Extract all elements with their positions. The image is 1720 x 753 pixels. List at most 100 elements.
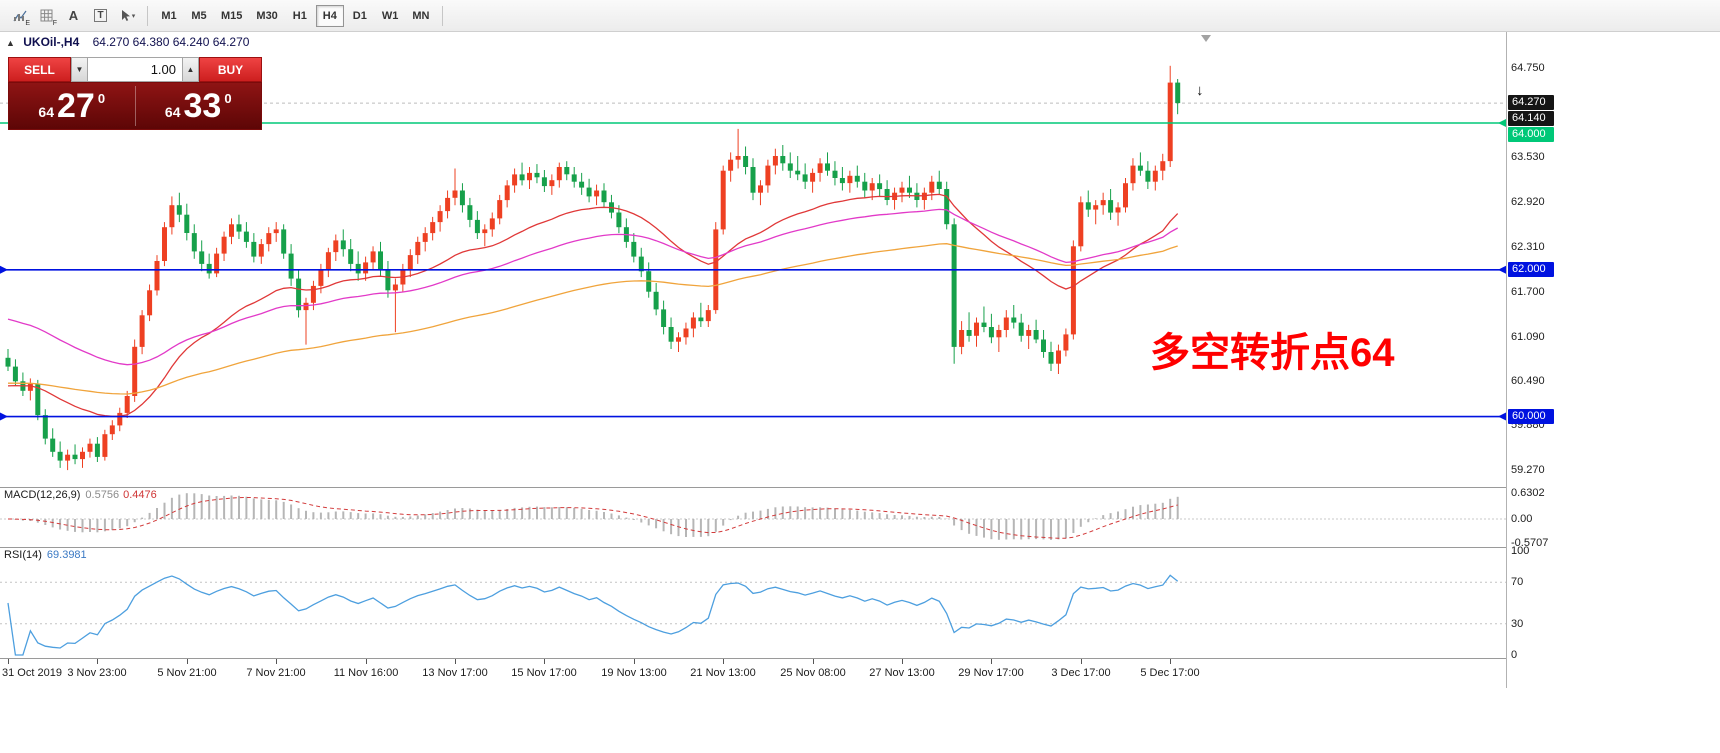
macd-label-row: MACD(12,26,9) 0.5756 0.4476 (4, 489, 157, 501)
timeframe-w1[interactable]: W1 (376, 5, 405, 27)
bid-point: 0 (97, 90, 106, 106)
axis-separator (1506, 32, 1507, 688)
timeframe-h4[interactable]: H4 (315, 4, 344, 27)
time-tick (455, 659, 456, 664)
price-axis-label: 63.530 (1511, 151, 1545, 163)
volume-input[interactable] (88, 57, 182, 82)
price-axis-label: 59.270 (1511, 464, 1545, 476)
ask-price-display[interactable]: 64 33 0 (136, 83, 262, 129)
bid-whole: 64 (38, 104, 54, 120)
chart-annotation-text: 多空转折点64 (1150, 331, 1395, 375)
one-click-trade-panel: SELL ▼ ▲ BUY 64 27 0 64 33 (8, 57, 262, 130)
timeframe-h1[interactable]: H1 (286, 5, 314, 27)
volume-decrease-button[interactable]: ▼ (71, 57, 88, 82)
timeframe-d1[interactable]: D1 (346, 5, 374, 27)
cursor-tool-icon[interactable]: ▾ (114, 4, 141, 28)
trade-controls-row: SELL ▼ ▲ BUY (8, 57, 262, 82)
timeframe-buttons: M1 M5 M15 M30 H1 H4 D1 W1 MN (154, 4, 436, 27)
ask-whole: 64 (164, 104, 181, 120)
symbol-timeframe-label: UKOil-,H4 (23, 35, 80, 49)
price-tag: 62.000 (1508, 262, 1554, 277)
timeframe-mn[interactable]: MN (406, 5, 435, 27)
text-box-icon[interactable]: T (87, 4, 114, 28)
sell-button[interactable]: SELL (8, 57, 71, 82)
time-tick (366, 659, 367, 664)
rsi-pane[interactable]: RSI(14) 69.3981 (0, 547, 1506, 658)
rsi-value: 69.3981 (46, 549, 87, 561)
time-tick (8, 659, 9, 664)
pane-separator (0, 547, 1576, 548)
ask-pips: 33 (183, 87, 222, 125)
time-tick (1170, 659, 1171, 664)
time-label: 27 Nov 13:00 (869, 667, 935, 679)
ask-point: 0 (224, 90, 232, 106)
price-tag: 64.000 (1508, 127, 1554, 142)
macd-signal-value: 0.4476 (123, 489, 157, 501)
time-tick (902, 659, 903, 664)
macd-name: MACD(12,26,9) (4, 489, 81, 501)
timeframe-m5[interactable]: M5 (185, 5, 213, 27)
rsi-label-row: RSI(14) 69.3981 (4, 549, 87, 561)
time-label: 11 Nov 16:00 (333, 667, 399, 679)
toolbar-separator (442, 5, 444, 26)
time-tick (813, 659, 814, 664)
buy-button[interactable]: BUY (199, 57, 262, 82)
time-label: 5 Nov 21:00 (157, 667, 217, 679)
macd-axis-label: 0.00 (1511, 513, 1533, 525)
price-divider (134, 86, 136, 126)
time-tick (276, 659, 277, 664)
price-tag: 60.000 (1508, 409, 1554, 424)
rsi-axis-label: 30 (1511, 618, 1524, 630)
grid-icon[interactable]: F (33, 4, 60, 28)
price-axis-label: 60.490 (1511, 375, 1545, 387)
time-tick (1081, 659, 1082, 664)
price-tag: 64.140 (1508, 111, 1554, 126)
collapse-trade-panel-icon[interactable]: ▲ (6, 38, 15, 48)
price-tag: 64.270 (1508, 95, 1554, 110)
bid-ask-display: 64 27 0 64 33 0 (8, 82, 262, 130)
time-label: 19 Nov 13:00 (601, 667, 667, 679)
rsi-axis-label: 0 (1511, 649, 1518, 661)
time-label: 15 Nov 17:00 (511, 667, 577, 679)
chart-objects-icon[interactable]: E (6, 4, 33, 28)
ohlc-values: 64.270 64.380 64.240 64.270 (92, 35, 250, 49)
time-tick (634, 659, 635, 664)
price-axis-label: 62.310 (1511, 241, 1545, 253)
time-tick (544, 659, 545, 664)
chart-shift-marker-icon[interactable] (1201, 35, 1211, 42)
rsi-axis-label: 70 (1511, 576, 1524, 588)
time-label: 3 Dec 17:00 (1051, 667, 1111, 679)
chart-header: ▲ UKOil-,H4 64.270 64.380 64.240 64.270 (6, 35, 249, 49)
timeframe-m30[interactable]: M30 (250, 5, 283, 27)
macd-axis-label: -0.5707 (1511, 537, 1549, 549)
main-chart-pane[interactable]: ▲ UKOil-,H4 64.270 64.380 64.240 64.270 … (0, 32, 1506, 487)
macd-pane[interactable]: MACD(12,26,9) 0.5756 0.4476 (0, 487, 1506, 547)
timeframe-m1[interactable]: M1 (155, 5, 183, 27)
time-tick (187, 659, 188, 664)
time-label: 29 Nov 17:00 (958, 667, 1024, 679)
rsi-chart (0, 574, 1506, 656)
time-label: 13 Nov 17:00 (422, 667, 488, 679)
pane-separator[interactable] (0, 487, 1576, 488)
rsi-name: RSI(14) (4, 549, 42, 561)
text-label-icon[interactable]: A (60, 4, 87, 28)
down-arrow-annotation: ↓ (1196, 82, 1204, 99)
chevron-down-icon: ▾ (131, 12, 136, 20)
mini-chart-icon (13, 10, 26, 21)
price-axis-label: 62.920 (1511, 196, 1545, 208)
macd-main-value: 0.5756 (85, 489, 120, 501)
cursor-glyph (121, 10, 130, 21)
volume-increase-button[interactable]: ▲ (182, 57, 199, 82)
bid-price-display[interactable]: 64 27 0 (9, 83, 135, 129)
icon-sub-label: E (25, 19, 30, 27)
candlestick-chart[interactable] (0, 32, 1506, 487)
macd-axis-label: 0.6302 (1511, 487, 1545, 499)
price-axis[interactable]: 64.750 63.530 62.920 62.310 61.700 61.090 60.4… (1507, 32, 1577, 688)
time-label: 31 Oct 2019 (2, 667, 62, 679)
timeframe-m15[interactable]: M15 (215, 5, 248, 27)
price-axis-label: 64.750 (1511, 62, 1545, 74)
time-label: 5 Dec 17:00 (1140, 667, 1200, 679)
chart-area: ▲ UKOil-,H4 64.270 64.380 64.240 64.270 … (0, 32, 1720, 753)
time-label: 7 Nov 21:00 (246, 667, 306, 679)
